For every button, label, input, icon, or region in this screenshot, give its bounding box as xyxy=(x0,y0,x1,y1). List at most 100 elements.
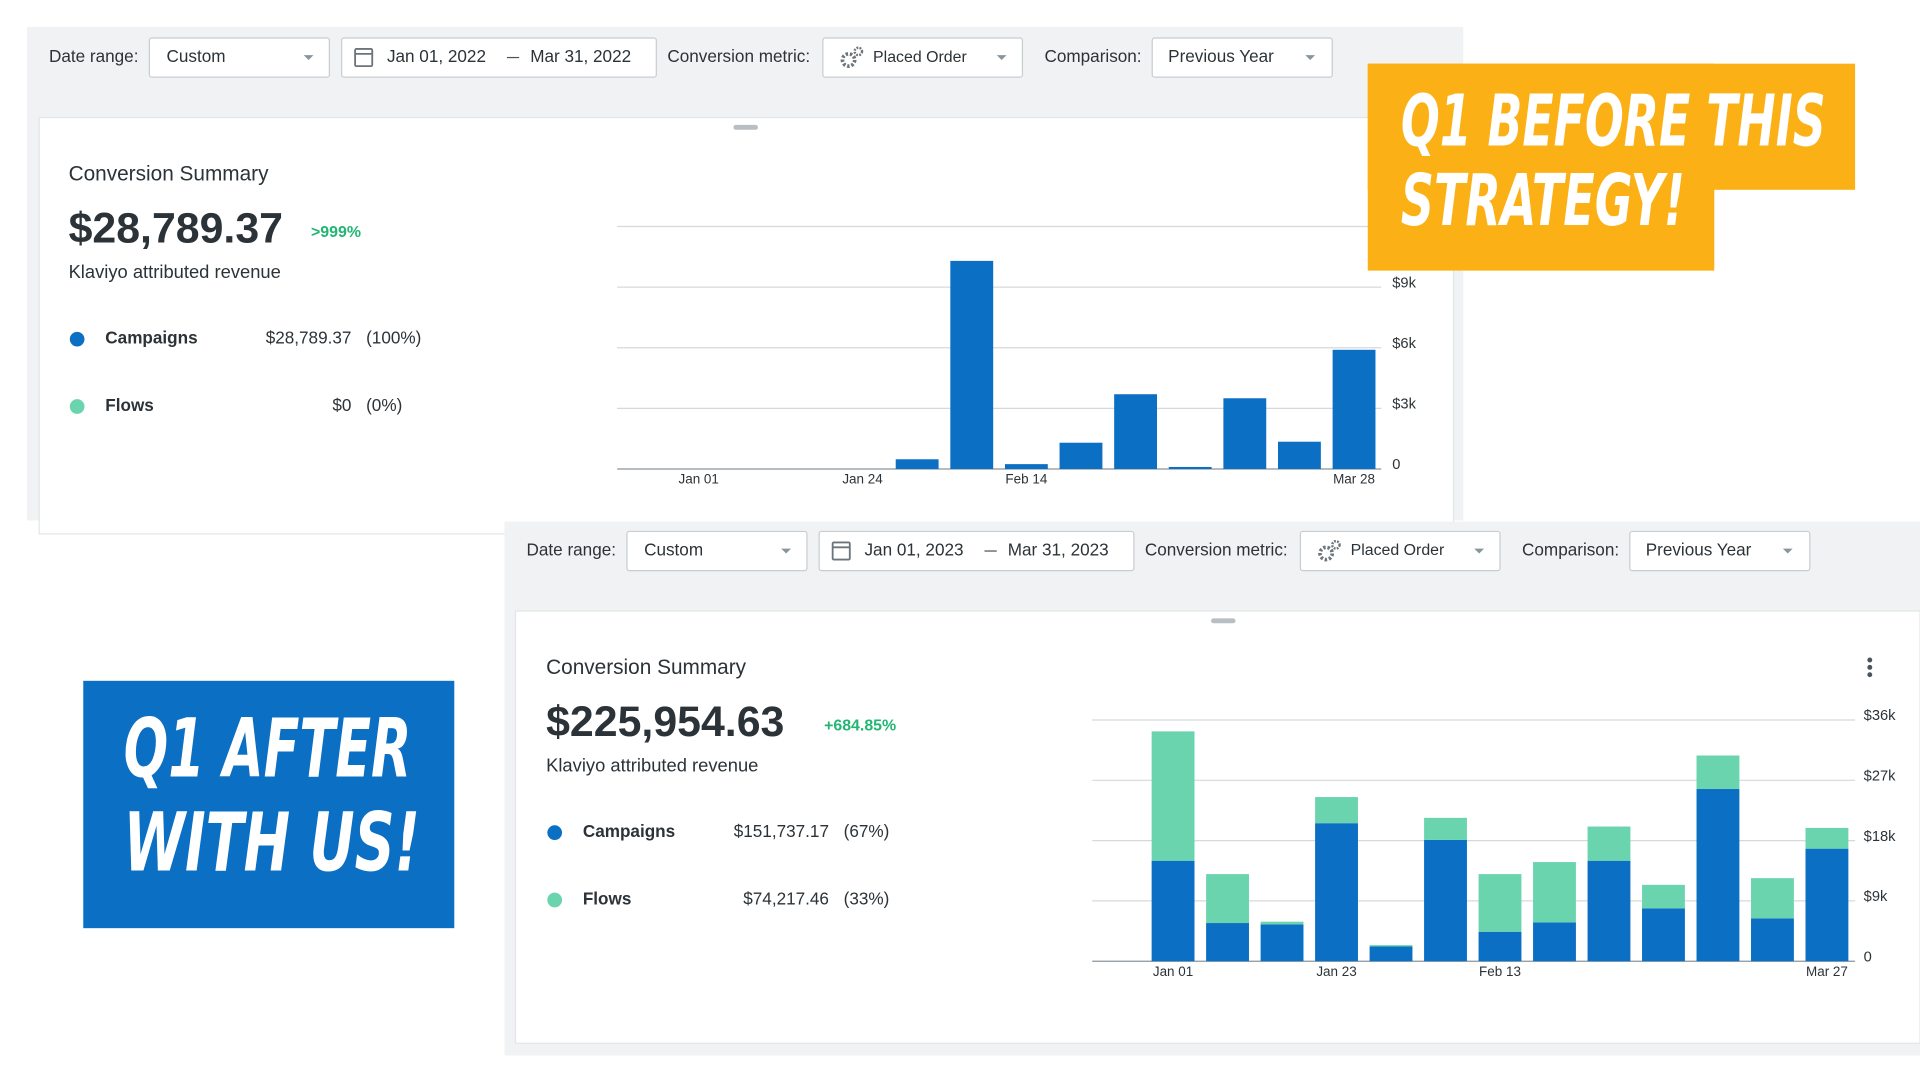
filter-label: Date range: xyxy=(527,540,617,560)
bar-segment xyxy=(1424,817,1467,840)
summary-title: Conversion Summary xyxy=(546,656,747,679)
banner-text: Q1 AFTER xyxy=(124,702,412,796)
y-tick-label: 0 xyxy=(1392,457,1400,473)
bar xyxy=(1223,398,1267,469)
legend-value: $151,737.17 xyxy=(734,821,829,841)
metric-dropdown[interactable]: Placed Order xyxy=(1299,530,1501,572)
gear-icon-small xyxy=(1331,540,1341,550)
filter-label: Date range: xyxy=(49,46,138,66)
dropdown-value: Previous Year xyxy=(1646,540,1752,560)
banner-text: WITH US! xyxy=(124,797,420,891)
drag-handle[interactable] xyxy=(733,124,758,130)
y-tick-label: $18k xyxy=(1864,829,1897,845)
bar-segment xyxy=(1315,797,1358,824)
kebab-dot[interactable] xyxy=(1867,664,1873,670)
dropdown-value: Custom xyxy=(167,46,226,66)
y-tick-label: $36k xyxy=(1864,708,1897,724)
y-tick-label: $3k xyxy=(1392,397,1416,413)
bar-segment xyxy=(1587,826,1631,861)
legend-value: $28,789.37 xyxy=(266,328,352,348)
caret xyxy=(303,55,314,60)
bar xyxy=(1059,442,1103,469)
bar-segment xyxy=(1533,862,1576,923)
dropdown-value: Previous Year xyxy=(1168,46,1274,66)
bar xyxy=(1278,441,1321,469)
legend-dot xyxy=(69,399,85,414)
summary-card xyxy=(38,116,1455,535)
x-tick-label: Jan 01 xyxy=(1153,964,1193,979)
bar-segment xyxy=(1478,931,1522,962)
gear-icon xyxy=(840,52,857,68)
filter-label: Comparison: xyxy=(1044,46,1141,66)
legend-share: (0%) xyxy=(366,395,402,415)
caret xyxy=(1305,55,1316,60)
metric-dropdown-box[interactable] xyxy=(1299,530,1501,572)
summary-total: $225,954.63 xyxy=(546,698,784,746)
summary-title: Conversion Summary xyxy=(69,163,270,186)
banner-shape xyxy=(83,680,455,929)
bar-segment xyxy=(1805,848,1849,962)
drag-handle[interactable] xyxy=(1211,618,1236,624)
date-picker[interactable]: Jan 01, 2022 Mar 31, 2022 xyxy=(341,37,657,78)
summary-total: $28,789.37 xyxy=(69,205,283,253)
metric-dropdown[interactable]: Placed Order xyxy=(822,37,1024,78)
legend-value: $0 xyxy=(332,395,351,415)
legend-share: (67%) xyxy=(844,821,890,841)
bar xyxy=(1004,464,1048,469)
legend-name: Flows xyxy=(583,889,632,909)
start-date: Jan 01, 2023 xyxy=(864,540,963,560)
dropdown-value: Custom xyxy=(644,540,703,560)
bar-segment xyxy=(1151,860,1195,962)
bar xyxy=(895,459,939,469)
date-range-dropdown[interactable]: Custom xyxy=(148,37,330,78)
bar xyxy=(1114,394,1158,469)
summary-subtitle: Klaviyo attributed revenue xyxy=(69,261,281,282)
filter-label: Comparison: xyxy=(1522,540,1619,560)
legend-name: Campaigns xyxy=(583,821,675,841)
legend-dot xyxy=(547,892,563,908)
bar-segment xyxy=(1206,874,1249,924)
caret xyxy=(1782,548,1793,554)
summary-change: >999% xyxy=(311,224,361,241)
start-date: Jan 01, 2022 xyxy=(387,46,486,66)
metric-dropdown-box[interactable] xyxy=(822,37,1024,78)
bar-segment xyxy=(1260,924,1304,962)
bar-segment xyxy=(1642,908,1685,962)
legend-dot xyxy=(547,825,563,840)
legend-share: (100%) xyxy=(366,328,421,348)
bar-segment xyxy=(1260,921,1304,925)
bar-segment xyxy=(1587,860,1631,962)
bar-segment xyxy=(1642,884,1685,909)
end-date: Mar 31, 2022 xyxy=(530,46,631,66)
comparison-dropdown-box[interactable] xyxy=(1629,530,1811,572)
y-tick-label: $6k xyxy=(1392,336,1416,352)
kebab-dot[interactable] xyxy=(1867,672,1873,678)
bar xyxy=(1332,349,1376,469)
bar-segment xyxy=(1315,823,1358,962)
bar-segment xyxy=(1751,878,1794,919)
y-tick-label: $27k xyxy=(1864,769,1897,785)
date-picker[interactable]: Jan 01, 2023 Mar 31, 2023 xyxy=(818,530,1135,572)
caret xyxy=(781,548,792,554)
date-picker-box[interactable] xyxy=(818,530,1135,572)
legend-share: (33%) xyxy=(844,889,890,909)
conversion-panel: Date range: Custom Jan 01, 2023 Mar 31, 202… xyxy=(504,521,1920,1056)
legend-name: Flows xyxy=(105,395,154,415)
calendar-icon xyxy=(354,48,374,68)
y-tick-label: 0 xyxy=(1864,949,1872,965)
comparison-dropdown[interactable]: Previous Year xyxy=(1151,37,1333,78)
date-range-dropdown-box[interactable] xyxy=(148,37,330,78)
bar xyxy=(1168,466,1212,469)
comparison-dropdown[interactable]: Previous Year xyxy=(1629,530,1811,572)
dropdown-value: Placed Order xyxy=(873,49,967,66)
date-picker-box[interactable] xyxy=(341,37,657,78)
bar-segment xyxy=(1478,874,1522,932)
comparison-dropdown-box[interactable] xyxy=(1151,37,1333,78)
bar-segment xyxy=(1696,755,1740,790)
date-range-dropdown-box[interactable] xyxy=(626,530,808,572)
dropdown-value: Placed Order xyxy=(1351,542,1445,559)
caret xyxy=(1474,548,1485,554)
date-range-dropdown[interactable]: Custom xyxy=(626,530,808,572)
summary-card xyxy=(514,610,1920,1044)
kebab-dot[interactable] xyxy=(1867,657,1873,663)
